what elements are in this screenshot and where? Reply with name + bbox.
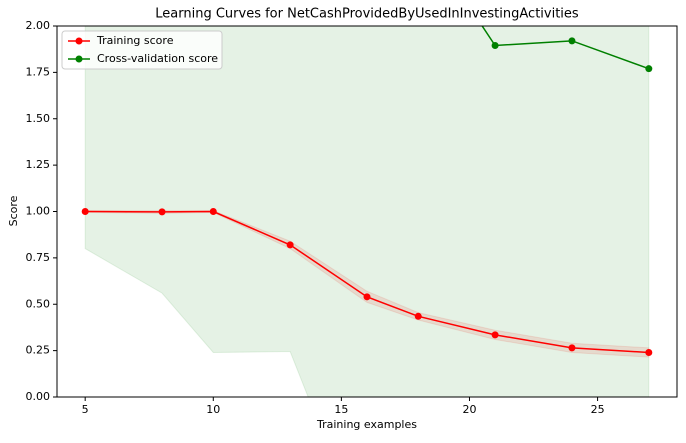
y-tick-label: 0.00: [26, 390, 51, 403]
plot-area: [81, 26, 653, 397]
x-axis-label: Training examples: [316, 418, 417, 431]
data-point: [568, 37, 576, 45]
data-point: [414, 312, 422, 320]
x-tick-label: 20: [462, 403, 476, 416]
data-point: [568, 344, 576, 352]
legend-marker: [75, 37, 83, 45]
data-point: [491, 41, 499, 49]
x-tick-label: 5: [82, 403, 89, 416]
y-tick-label: 0.75: [26, 251, 51, 264]
y-tick-label: 0.50: [26, 297, 51, 310]
chart-title: Learning Curves for NetCashProvidedByUse…: [155, 7, 579, 22]
legend-box: [61, 30, 223, 70]
data-point: [491, 331, 499, 339]
y-tick-label: 1.75: [26, 65, 51, 78]
y-tick-label: 0.25: [26, 344, 51, 357]
x-tick-label: 10: [206, 403, 220, 416]
legend-label: Cross-validation score: [97, 52, 218, 65]
confidence-band: [84, 26, 650, 397]
y-tick-label: 2.00: [26, 19, 51, 32]
data-point: [158, 208, 166, 216]
legend-marker: [75, 55, 83, 63]
data-point: [81, 208, 89, 215]
legend-label: Training score: [96, 34, 174, 47]
y-tick-label: 1.50: [26, 112, 51, 125]
series-line: [481, 26, 650, 70]
y-tick-label: 1.25: [26, 158, 51, 171]
data-point: [286, 241, 294, 249]
y-axis-label: Score: [7, 195, 20, 226]
data-point: [209, 208, 217, 215]
data-point: [645, 348, 653, 356]
y-tick-label: 1.00: [26, 205, 51, 218]
x-tick-label: 25: [591, 403, 605, 416]
data-point: [363, 293, 371, 301]
x-tick-label: 15: [334, 403, 348, 416]
data-point: [645, 65, 653, 73]
